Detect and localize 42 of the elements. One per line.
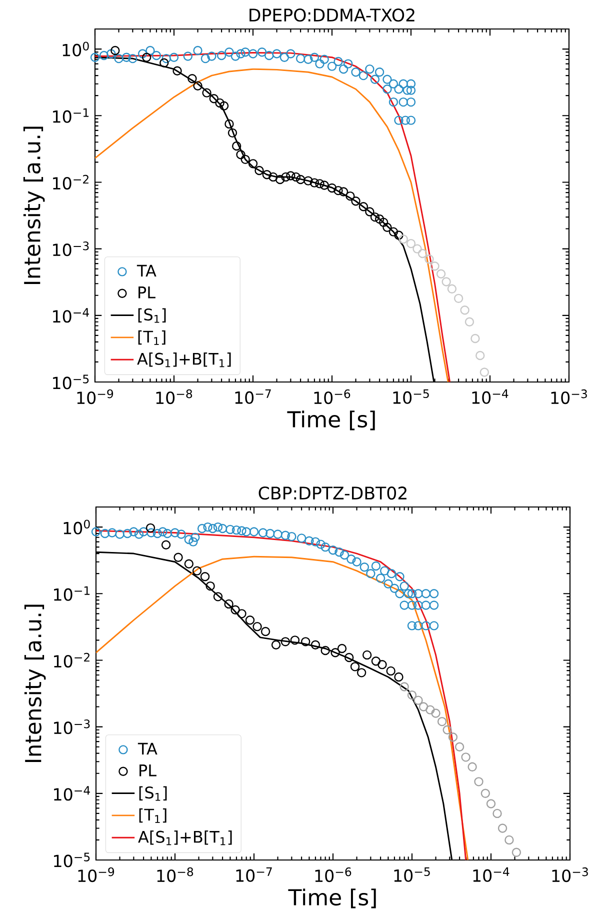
x-axis-title: Time [s] (287, 410, 375, 430)
y-tick-label: 10$^{−2}$ (53, 174, 88, 190)
y-tick-label: 10$^{0}$ (64, 520, 90, 534)
x-tick-label: 10$^{−3}$ (551, 389, 587, 404)
x-tick-label: 10$^{−6}$ (315, 867, 352, 882)
x-tick-label: 10$^{−6}$ (314, 389, 350, 404)
legend-label: [T$_{1}$] (138, 330, 166, 345)
legend-label: TA (136, 264, 156, 277)
x-tick-label: 10$^{−7}$ (236, 867, 272, 882)
y-tick-label: 10$^{−4}$ (53, 308, 89, 323)
legend-label: A[S$_{1}$]+B[T$_{1}$] (138, 830, 232, 846)
x-tick-label: 10$^{−8}$ (156, 389, 192, 404)
legend-label: [T$_{1}$] (139, 808, 166, 823)
x-tick-label: 10$^{−5}$ (393, 389, 429, 404)
y-tick-label: 10$^{−3}$ (53, 241, 89, 256)
x-tick-label: 10$^{−4}$ (472, 389, 508, 404)
legend-label: PL (140, 764, 156, 776)
y-axis-title: Intensity [a.u.] (24, 604, 46, 762)
legend-label: TA (138, 742, 158, 755)
x-tick-label: 10$^{−5}$ (394, 867, 430, 882)
x-tick-label: 10$^{−4}$ (473, 867, 510, 882)
y-tick-label: 10$^{−5}$ (53, 374, 89, 390)
y-tick-label: 10$^{−4}$ (54, 786, 90, 801)
y-axis-title: Intensity [a.u.] (23, 126, 45, 284)
x-tick-label: 10$^{−8}$ (157, 867, 194, 882)
legend-label: PL (138, 286, 156, 298)
x-axis-title: Time [s] (288, 888, 376, 908)
y-tick-label: 10$^{−1}$ (54, 586, 90, 601)
legend-label: A[S$_{1}$]+B[T$_{1}$] (137, 352, 231, 368)
chart-title: DPEPO:DDMA-TXO2 (250, 8, 414, 22)
y-tick-label: 10$^{−5}$ (54, 852, 90, 868)
y-tick-label: 10$^{−1}$ (53, 108, 89, 123)
y-tick-label: 10$^{0}$ (62, 42, 89, 56)
x-tick-label: 10$^{−9}$ (78, 867, 114, 882)
legend-label: [S$_{1}$] (138, 308, 166, 323)
y-tick-label: 10$^{−2}$ (54, 652, 90, 668)
x-tick-label: 10$^{−7}$ (235, 389, 271, 404)
y-tick-label: 10$^{−3}$ (54, 719, 90, 734)
legend-label: [S$_{1}$] (139, 786, 167, 801)
chart-title: CBP:DPTZ-DBT02 (258, 486, 406, 500)
x-tick-label: 10$^{−3}$ (552, 867, 588, 882)
x-tick-label: 10$^{−9}$ (77, 389, 114, 404)
